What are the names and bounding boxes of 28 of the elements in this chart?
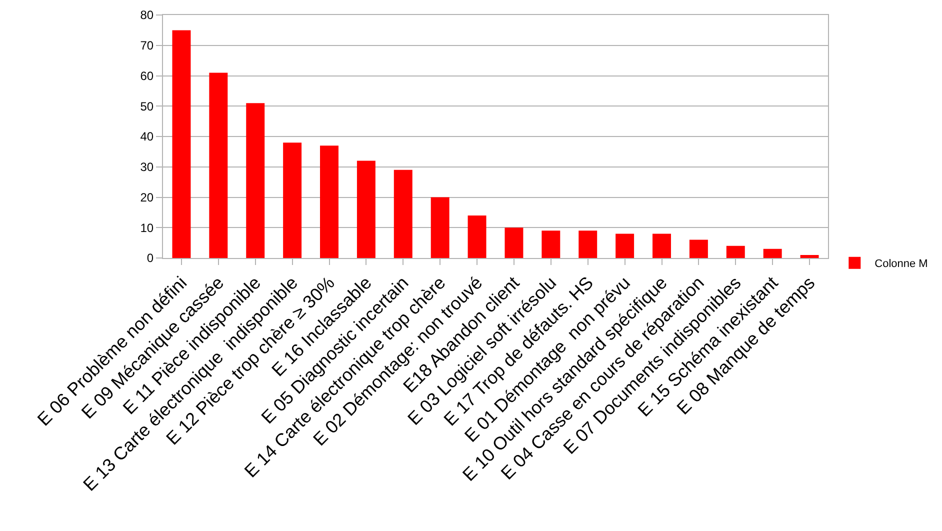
legend-label: Colonne M (874, 258, 928, 270)
y-tick-label: 30 (140, 160, 154, 174)
bar (689, 240, 708, 258)
bar (616, 234, 634, 258)
y-tick-label: 60 (140, 68, 154, 83)
bar (209, 72, 228, 258)
bar (172, 30, 191, 258)
bar (726, 246, 745, 258)
y-tick-label: 20 (140, 190, 154, 204)
bar (283, 142, 302, 258)
bar (394, 170, 412, 258)
bar (800, 254, 819, 258)
bar (320, 146, 338, 258)
bar (246, 103, 265, 258)
y-tick-label: 10 (140, 220, 154, 235)
bar (652, 234, 671, 258)
y-tick-label: 40 (140, 130, 154, 144)
bar (578, 230, 598, 258)
y-tick-label: 70 (140, 38, 154, 53)
y-tick-label: 0 (146, 251, 154, 266)
bar (468, 215, 486, 258)
y-tick-label: 50 (140, 99, 154, 114)
y-tick-label: 80 (140, 8, 154, 22)
bar (763, 248, 782, 258)
bar (430, 197, 450, 258)
bar (542, 230, 560, 258)
bar (356, 160, 376, 258)
bar (504, 228, 524, 258)
